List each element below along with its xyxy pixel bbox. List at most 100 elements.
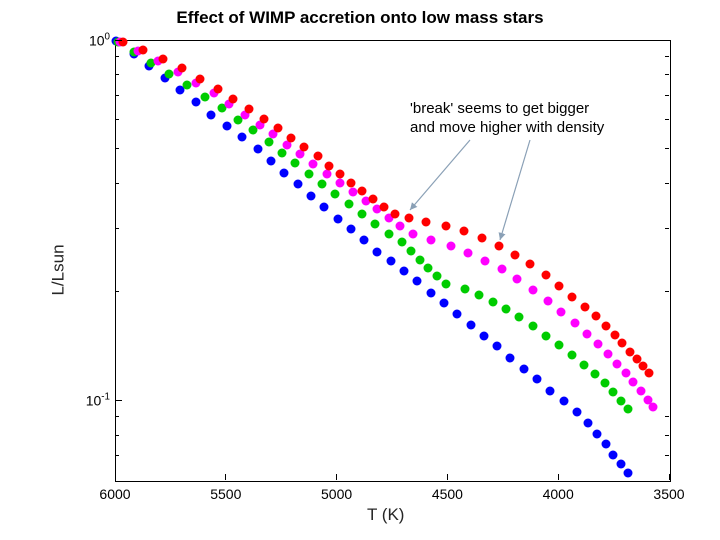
data-point-green — [433, 272, 442, 281]
data-point-blue — [307, 192, 316, 201]
data-point-green — [600, 379, 609, 388]
data-point-blue — [207, 110, 216, 119]
data-point-magenta — [349, 187, 358, 196]
y-minor-tick — [665, 416, 669, 417]
y-minor-tick — [665, 148, 669, 149]
data-point-green — [357, 210, 366, 219]
data-point-magenta — [621, 368, 630, 377]
data-point-blue — [413, 277, 422, 286]
data-point-red — [369, 194, 378, 203]
data-point-magenta — [603, 350, 612, 359]
data-point-magenta — [335, 178, 344, 187]
data-point-blue — [238, 133, 247, 142]
data-point-red — [313, 152, 322, 161]
data-point-blue — [386, 256, 395, 265]
y-tick-label: 100 — [70, 32, 110, 49]
data-point-green — [200, 92, 209, 101]
data-point-blue — [519, 364, 528, 373]
y-tick-label: 10-1 — [70, 392, 110, 409]
annotation-line1: 'break' seems to get bigger — [410, 100, 589, 117]
y-minor-tick — [115, 74, 119, 75]
data-point-green — [502, 305, 511, 314]
y-minor-tick — [665, 291, 669, 292]
data-point-green — [406, 247, 415, 256]
y-minor-tick — [665, 228, 669, 229]
chart-title: Effect of WIMP accretion onto low mass s… — [0, 8, 720, 28]
data-point-red — [555, 281, 564, 290]
data-point-blue — [609, 450, 618, 459]
data-point-red — [442, 221, 451, 230]
data-point-blue — [360, 236, 369, 245]
data-point-red — [495, 241, 504, 250]
y-minor-tick — [665, 435, 669, 436]
data-point-red — [568, 292, 577, 301]
x-tick-label: 4500 — [432, 486, 463, 502]
data-point-green — [344, 200, 353, 209]
data-point-green — [182, 80, 191, 89]
data-point-magenta — [557, 307, 566, 316]
y-minor-tick — [115, 183, 119, 184]
data-point-magenta — [593, 340, 602, 349]
data-point-green — [442, 279, 451, 288]
data-point-red — [591, 312, 600, 321]
x-tick-label: 6000 — [99, 486, 130, 502]
data-point-green — [397, 238, 406, 247]
data-point-green — [415, 255, 424, 264]
data-point-red — [601, 321, 610, 330]
data-point-blue — [506, 353, 515, 362]
data-point-green — [165, 69, 174, 78]
y-minor-tick — [665, 455, 669, 456]
data-point-blue — [493, 342, 502, 351]
data-point-magenta — [322, 169, 331, 178]
data-point-red — [213, 85, 222, 94]
data-point-red — [229, 95, 238, 104]
data-point-magenta — [544, 296, 553, 305]
data-point-magenta — [513, 275, 522, 284]
data-point-green — [528, 321, 537, 330]
data-point-magenta — [528, 285, 537, 294]
data-point-magenta — [582, 329, 591, 338]
data-point-blue — [601, 440, 610, 449]
data-point-magenta — [649, 403, 658, 412]
data-point-red — [300, 143, 309, 152]
data-point-green — [424, 264, 433, 273]
data-point-blue — [623, 469, 632, 478]
data-point-red — [273, 124, 282, 133]
data-point-magenta — [426, 236, 435, 245]
y-minor-tick — [115, 228, 119, 229]
data-point-blue — [400, 266, 409, 275]
y-minor-tick — [665, 74, 669, 75]
y-minor-tick — [115, 455, 119, 456]
data-point-magenta — [408, 229, 417, 238]
data-point-blue — [584, 418, 593, 427]
data-point-green — [371, 220, 380, 229]
data-point-red — [244, 104, 253, 113]
data-point-blue — [559, 397, 568, 406]
data-point-green — [331, 190, 340, 199]
data-point-blue — [592, 430, 601, 439]
data-point-red — [138, 45, 147, 54]
data-point-green — [461, 284, 470, 293]
data-point-green — [488, 297, 497, 306]
data-point-green — [623, 405, 632, 414]
data-point-red — [287, 133, 296, 142]
data-point-blue — [439, 299, 448, 308]
data-point-red — [260, 114, 269, 123]
y-minor-tick — [115, 119, 119, 120]
data-point-magenta — [497, 265, 506, 274]
y-minor-tick — [665, 119, 669, 120]
data-point-blue — [253, 145, 262, 154]
annotation-line2: and move higher with density — [410, 119, 604, 136]
data-point-blue — [572, 408, 581, 417]
data-point-blue — [333, 215, 342, 224]
data-point-blue — [426, 288, 435, 297]
y-minor-tick — [115, 56, 119, 57]
data-point-blue — [222, 122, 231, 131]
data-point-red — [618, 338, 627, 347]
data-point-green — [304, 169, 313, 178]
data-point-green — [475, 291, 484, 300]
data-point-green — [579, 360, 588, 369]
y-minor-tick — [115, 95, 119, 96]
x-tick-label: 5500 — [210, 486, 241, 502]
data-point-green — [555, 341, 564, 350]
